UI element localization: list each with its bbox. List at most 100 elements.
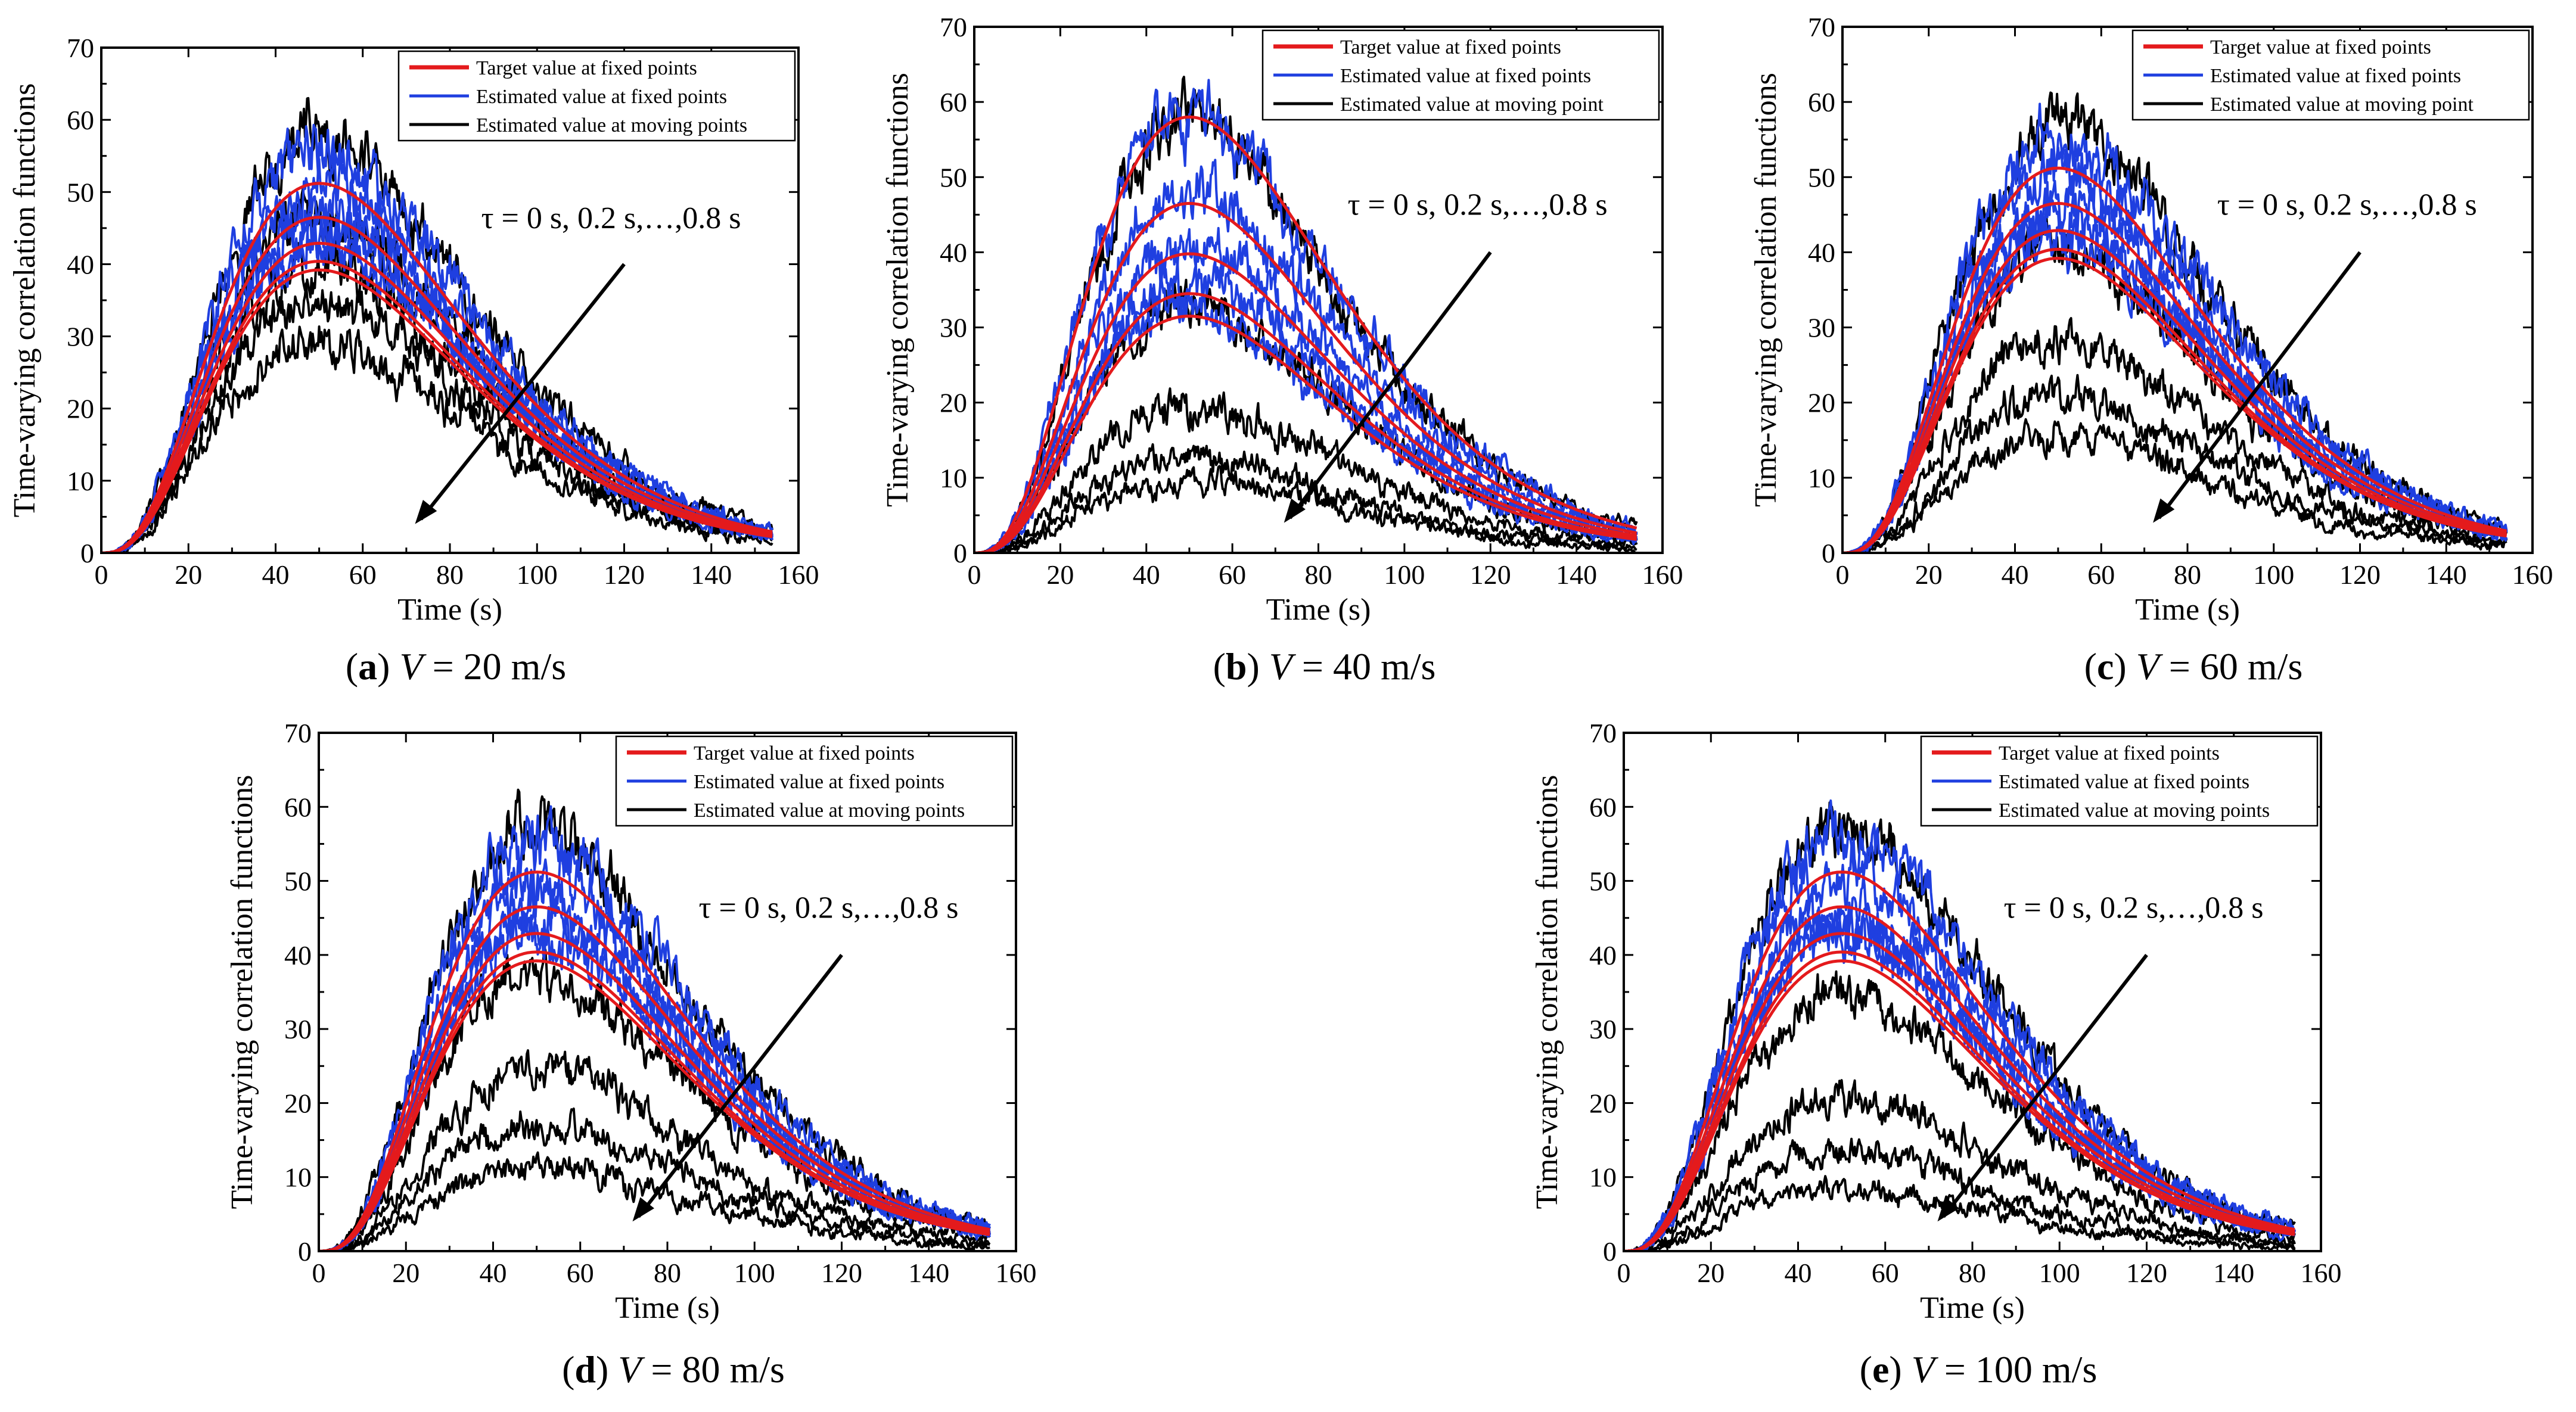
x-tick-label: 100 <box>1384 559 1425 590</box>
y-tick-label: 60 <box>284 792 312 822</box>
x-tick-label: 100 <box>734 1258 775 1288</box>
annotation-arrowhead <box>632 1197 654 1222</box>
y-tick-label: 60 <box>67 105 94 135</box>
series-lines <box>319 788 992 1251</box>
y-tick-label: 30 <box>940 313 967 343</box>
y-tick-label: 20 <box>1808 388 1835 418</box>
series-line-target-1 <box>1624 905 2295 1251</box>
x-tick-label: 20 <box>1915 559 1943 590</box>
annotation-arrow <box>2157 251 2361 520</box>
annotation-arrow <box>637 954 843 1218</box>
legend-label: Target value at fixed points <box>1999 742 2220 764</box>
y-tick-label: 0 <box>1822 538 1835 568</box>
y-axis-label: Time-varying correlation functions <box>1530 775 1564 1209</box>
legend: Target value at fixed points Estimated va… <box>2131 29 2530 121</box>
series-line-target-3 <box>974 292 1637 553</box>
y-tick-label: 10 <box>284 1162 312 1193</box>
caption-variable: V <box>618 1348 645 1391</box>
x-tick-label: 40 <box>262 559 290 590</box>
annotation-arrow <box>420 263 626 521</box>
series-line-target-4 <box>1842 257 2507 553</box>
series-line-target-0 <box>974 115 1637 553</box>
x-tick-label: 60 <box>1219 559 1246 590</box>
series-line-target-4 <box>1624 959 2295 1251</box>
x-tick-label: 120 <box>2339 559 2381 590</box>
tau-annotation: τ = 0 s, 0.2 s,…,0.8 s <box>2004 891 2264 925</box>
x-tick-label: 20 <box>392 1258 420 1288</box>
x-axis-label: Time (s) <box>615 1291 720 1325</box>
series-lines <box>1624 799 2297 1251</box>
legend-label: Estimated value at moving points <box>1999 800 2270 822</box>
y-tick-label: 30 <box>67 322 94 352</box>
y-tick-label: 50 <box>1808 162 1835 192</box>
series-line-estimated-fixed-0 <box>101 123 773 553</box>
series-line-target-2 <box>1842 229 2507 553</box>
legend-label: Estimated value at fixed points <box>476 86 727 108</box>
series-lines <box>974 76 1638 553</box>
x-tick-label: 160 <box>2512 559 2553 590</box>
chart-panel-e: 0 20 40 60 80 100 120 140 160 0 10 20 30 40 50 60 70 Time… <box>1530 718 2342 1391</box>
caption-variable: V <box>1269 645 1297 688</box>
x-tick-label: 120 <box>2126 1258 2167 1288</box>
annotation-arrow <box>1288 251 1492 520</box>
y-tick-label: 10 <box>940 463 967 493</box>
y-tick-label: 0 <box>953 538 967 568</box>
legend-label: Estimated value at moving points <box>694 800 965 822</box>
series-line-estimated-moving-4 <box>319 1151 990 1251</box>
series-line-target-0 <box>1842 166 2507 553</box>
legend: Target value at fixed points Estimated va… <box>397 50 796 142</box>
series-line-estimated-moving-3 <box>319 1107 990 1251</box>
caption-variable: V <box>1912 1348 1939 1391</box>
y-tick-label: 0 <box>80 538 94 568</box>
x-tick-label: 140 <box>908 1258 949 1288</box>
legend: Target value at fixed points Estimated va… <box>615 735 1014 827</box>
caption-letter: c <box>2097 645 2114 688</box>
chart-panel-b: 0 20 40 60 80 100 120 140 160 0 10 20 30 40 50 60 70 Time… <box>881 12 1683 688</box>
x-tick-label: 60 <box>2087 559 2115 590</box>
series-lines <box>101 97 774 553</box>
caption-letter: e <box>1872 1348 1889 1391</box>
tau-annotation: τ = 0 s, 0.2 s,…,0.8 s <box>481 201 741 235</box>
legend-label: Estimated value at fixed points <box>1999 771 2249 793</box>
x-tick-label: 60 <box>349 559 377 590</box>
series-line-target-0 <box>1624 870 2295 1251</box>
y-axis-label: Time-varying correlation functions <box>1749 73 1783 507</box>
x-axis-label: Time (s) <box>1920 1291 2025 1325</box>
y-tick-label: 40 <box>67 249 94 279</box>
y-tick-label: 30 <box>1808 313 1835 343</box>
series-line-target-4 <box>101 268 773 553</box>
x-tick-label: 120 <box>1470 559 1511 590</box>
series-line-target-2 <box>101 241 773 553</box>
y-axis-label: Time-varying correlation functions <box>881 73 915 507</box>
x-tick-label: 40 <box>1133 559 1160 590</box>
panel-caption: (b) V = 40 m/s <box>1213 645 1436 688</box>
x-tick-label: 0 <box>312 1258 326 1288</box>
annotation-arrowhead <box>1937 1197 1959 1222</box>
chart-panel-c: 0 20 40 60 80 100 120 140 160 0 10 20 30 40 50 60 70 Time… <box>1749 12 2553 688</box>
series-line-estimated-moving-2 <box>1842 317 2508 553</box>
caption-letter: d <box>574 1348 596 1391</box>
x-tick-label: 80 <box>654 1258 681 1288</box>
series-line-estimated-moving-4 <box>1842 418 2507 553</box>
y-tick-label: 60 <box>1808 87 1835 117</box>
legend-label: Estimated value at moving points <box>476 114 747 136</box>
series-line-target-0 <box>319 870 990 1251</box>
y-tick-label: 70 <box>67 33 94 63</box>
legend-label: Estimated value at fixed points <box>694 771 944 793</box>
series-line-estimated-fixed-0 <box>974 79 1638 553</box>
y-tick-label: 70 <box>1808 12 1835 42</box>
series-line-target-0 <box>101 182 773 553</box>
y-tick-label: 10 <box>67 466 94 496</box>
x-axis-label: Time (s) <box>1266 593 1371 627</box>
y-tick-label: 20 <box>284 1088 312 1118</box>
y-tick-label: 20 <box>1589 1088 1617 1118</box>
x-tick-label: 100 <box>517 559 558 590</box>
x-tick-label: 160 <box>996 1258 1037 1288</box>
legend-label: Estimated value at moving point <box>1340 94 1604 116</box>
y-tick-label: 40 <box>284 940 312 971</box>
series-line-estimated-fixed-4 <box>1842 216 2507 553</box>
caption-letter: a <box>358 645 377 688</box>
y-tick-label: 0 <box>298 1236 312 1267</box>
series-line-estimated-moving-3 <box>1842 374 2507 553</box>
y-tick-label: 40 <box>940 237 967 268</box>
